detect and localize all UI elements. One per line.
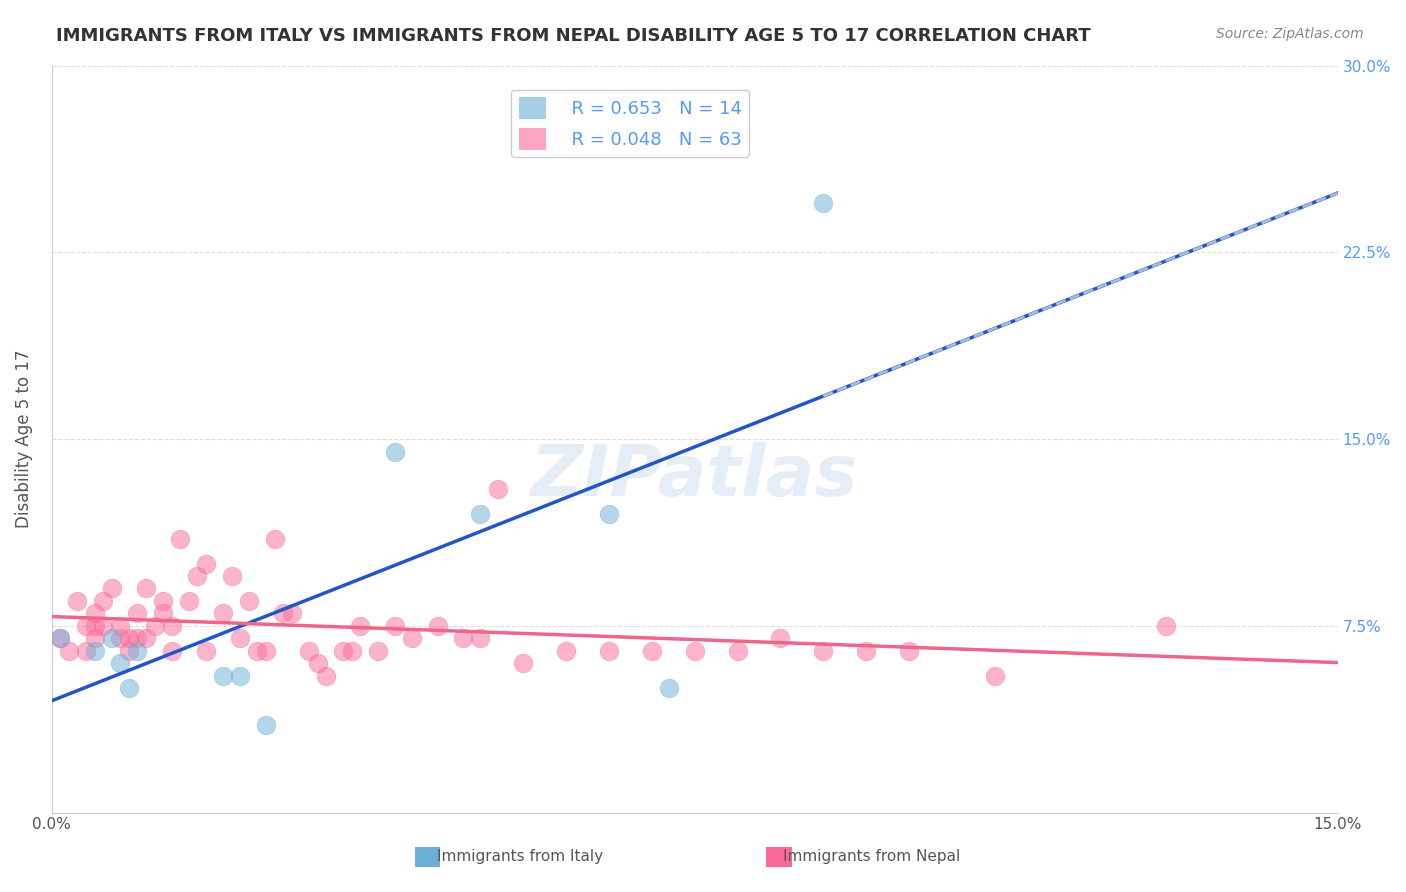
Point [683,643,706,657]
Point [254,718,277,732]
Point [118,643,141,657]
Point [221,569,243,583]
Text: IMMIGRANTS FROM ITALY VS IMMIGRANTS FROM NEPAL DISABILITY AGE 5 TO 17 CORRELATIO: IMMIGRANTS FROM ITALY VS IMMIGRANTS FROM… [56,27,1091,45]
Point [451,632,474,646]
Point [118,681,141,695]
Point [83,643,105,657]
Point [100,632,122,646]
Point [983,668,1005,682]
Point [340,643,363,657]
Point [127,643,149,657]
Point [486,482,509,496]
Point [307,656,329,670]
Point [298,643,321,657]
Point [349,619,371,633]
Point [195,643,218,657]
Point [813,195,835,210]
Point [1154,619,1177,633]
Point [855,643,877,657]
Point [366,643,388,657]
Y-axis label: Disability Age 5 to 17: Disability Age 5 to 17 [15,350,32,528]
Point [49,632,72,646]
Point [127,607,149,621]
Point [169,532,191,546]
Point [769,632,792,646]
Point [75,619,97,633]
Point [110,619,132,633]
Point [118,632,141,646]
Point [160,619,183,633]
Point [263,532,285,546]
Point [470,632,492,646]
Point [83,632,105,646]
Point [727,643,749,657]
Point [401,632,423,646]
Point [83,607,105,621]
Point [135,632,157,646]
Point [254,643,277,657]
Point [212,607,235,621]
Point [641,643,664,657]
Point [598,507,620,521]
Point [229,668,252,682]
Point [91,619,114,633]
Text: ZIPatlas: ZIPatlas [531,442,859,511]
Point [598,643,620,657]
Point [512,656,534,670]
Point [898,643,921,657]
Point [332,643,354,657]
Point [229,632,252,646]
Point [152,607,174,621]
Point [58,643,80,657]
Point [315,668,337,682]
Legend:   R = 0.653   N = 14,   R = 0.048   N = 63: R = 0.653 N = 14, R = 0.048 N = 63 [512,89,749,157]
Point [83,619,105,633]
Point [246,643,269,657]
Point [177,594,200,608]
Point [281,607,304,621]
Point [238,594,260,608]
Point [127,632,149,646]
Point [49,632,72,646]
Point [271,607,294,621]
Point [143,619,166,633]
Point [426,619,449,633]
Point [160,643,183,657]
Point [110,656,132,670]
Point [384,619,406,633]
Point [658,681,681,695]
Point [152,594,174,608]
Point [555,643,578,657]
Text: Immigrants from Nepal: Immigrants from Nepal [783,849,960,863]
Point [135,582,157,596]
Point [75,643,97,657]
Point [195,557,218,571]
Point [91,594,114,608]
Point [100,582,122,596]
Point [110,632,132,646]
Point [470,507,492,521]
Point [813,643,835,657]
Point [66,594,89,608]
Point [384,444,406,458]
Point [186,569,208,583]
Text: Source: ZipAtlas.com: Source: ZipAtlas.com [1216,27,1364,41]
Text: Immigrants from Italy: Immigrants from Italy [437,849,603,863]
Point [212,668,235,682]
